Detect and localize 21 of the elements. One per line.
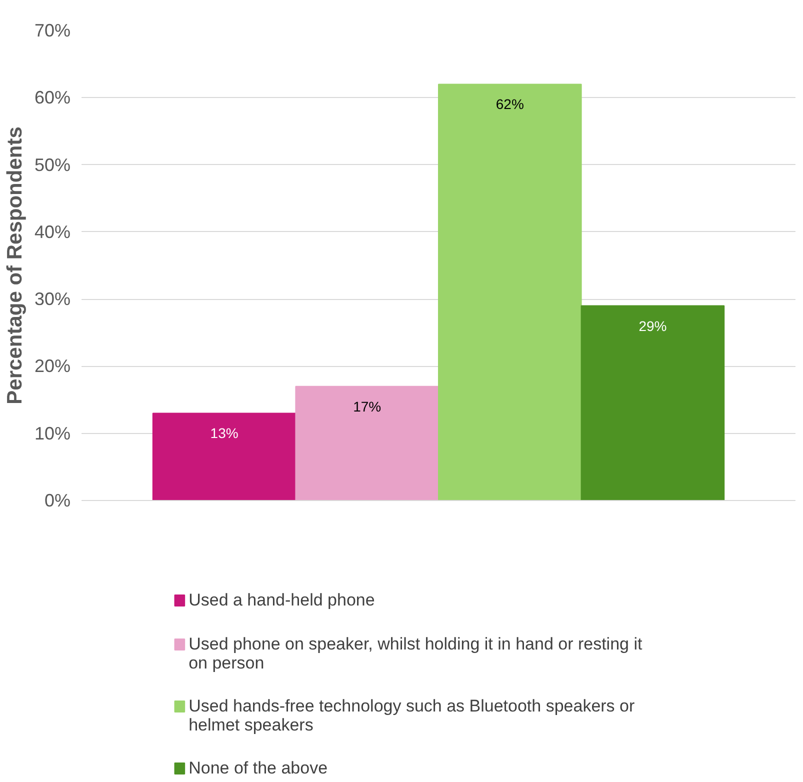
bar xyxy=(580,305,725,500)
legend-label: Used a hand-held phone xyxy=(188,590,375,610)
y-tick-label: 50% xyxy=(34,154,71,175)
y-tick-label: 20% xyxy=(34,356,71,376)
bar xyxy=(438,84,582,500)
y-tick-label: 30% xyxy=(34,289,71,310)
legend-label: Used hands-free technology such as Bluetooth speakers or helmet speakers xyxy=(188,696,635,734)
bar xyxy=(295,386,439,500)
y-tick-label: 40% xyxy=(34,222,71,242)
data-label: 29% xyxy=(638,318,667,334)
bar xyxy=(152,412,296,500)
data-label: 17% xyxy=(353,398,382,414)
y-tick-label: 60% xyxy=(34,88,71,108)
y-tick-label: 70% xyxy=(34,20,71,40)
y-tick-label: 10% xyxy=(34,423,71,444)
data-label: 13% xyxy=(210,425,238,442)
legend-label: None of the above xyxy=(188,758,328,778)
legend-label: Used phone on speaker, whilst holding it in hand or resting it on person xyxy=(188,634,642,672)
y-tick-label: 0% xyxy=(44,490,70,510)
data-label: 62% xyxy=(496,96,524,112)
y-axis-title: Percentage of Respondents xyxy=(3,126,26,404)
